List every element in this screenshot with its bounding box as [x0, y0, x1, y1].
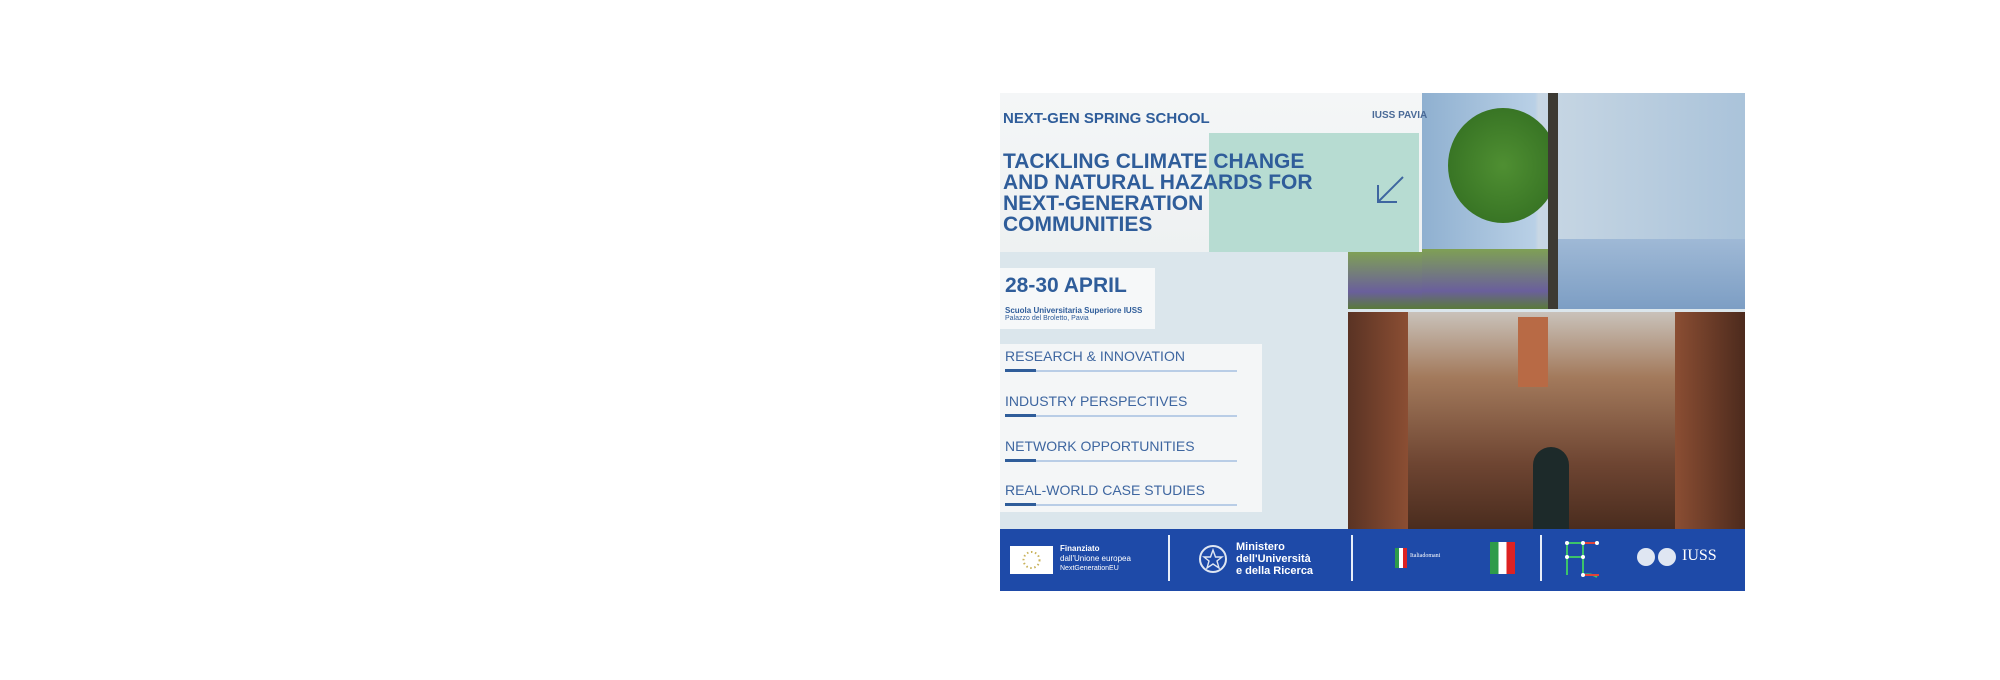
date-box: 28-30 APRIL Scuola Universitaria Superio…	[1000, 268, 1155, 329]
topics-list: RESEARCH & INNOVATION INDUSTRY PERSPECTI…	[1000, 344, 1262, 512]
poster-title: TACKLING CLIMATE CHANGE AND NATURAL HAZA…	[1003, 150, 1313, 236]
italy-flag-icon	[1490, 542, 1515, 574]
topic-item: NETWORK OPPORTUNITIES	[1005, 438, 1195, 454]
school-name: NEXT-GEN SPRING SCHOOL	[1003, 110, 1210, 127]
topic-item: RESEARCH & INNOVATION	[1005, 348, 1185, 364]
eu-line2: dall'Unione europea	[1060, 554, 1131, 563]
eu-line3: NextGenerationEU	[1060, 565, 1119, 572]
climate-photo-lower-strip	[1348, 252, 1422, 309]
topic-divider	[1005, 503, 1237, 506]
teal-accent-block	[1209, 133, 1419, 252]
topic-divider	[1005, 414, 1237, 417]
venue-address: Palazzo del Broletto, Pavia	[1005, 315, 1089, 322]
divider	[1540, 535, 1542, 581]
eu-line1: Finanziato	[1060, 544, 1100, 553]
topic-divider	[1005, 459, 1237, 462]
italy-flag-icon	[1395, 548, 1407, 568]
mur-line1: Ministero	[1236, 541, 1285, 553]
iuss-seal-icon	[1637, 548, 1676, 566]
topic-divider	[1005, 369, 1237, 372]
mur-line3: e della Ricerca	[1236, 565, 1314, 577]
event-date: 28-30 APRIL	[1005, 274, 1127, 297]
iuss-logo-text: IUSS	[1682, 547, 1717, 564]
network-logo-icon	[1565, 541, 1599, 578]
divider	[1351, 535, 1353, 581]
venue-name: Scuola Universitaria Superiore IUSS	[1005, 306, 1143, 315]
eu-flag-icon	[1010, 546, 1053, 574]
topic-item: INDUSTRY PERSPECTIVES	[1005, 393, 1188, 409]
divider	[1168, 535, 1170, 581]
earthquake-rubble-photo	[1348, 312, 1745, 529]
italian-emblem-icon	[1199, 545, 1227, 573]
arrow-down-left-icon	[1377, 176, 1404, 203]
mur-line2: dell'Università	[1236, 553, 1311, 565]
sponsor-footer: Finanziato dall'Unione europea NextGener…	[1000, 529, 1745, 591]
italiadomani-logo: Italiadomani	[1410, 553, 1441, 559]
event-poster: NEXT-GEN SPRING SCHOOL TACKLING CLIMATE …	[1000, 93, 1745, 591]
climate-photo	[1422, 93, 1745, 309]
organizer-label: IUSS PAVIA	[1372, 110, 1428, 121]
topic-item: REAL-WORLD CASE STUDIES	[1005, 482, 1205, 498]
